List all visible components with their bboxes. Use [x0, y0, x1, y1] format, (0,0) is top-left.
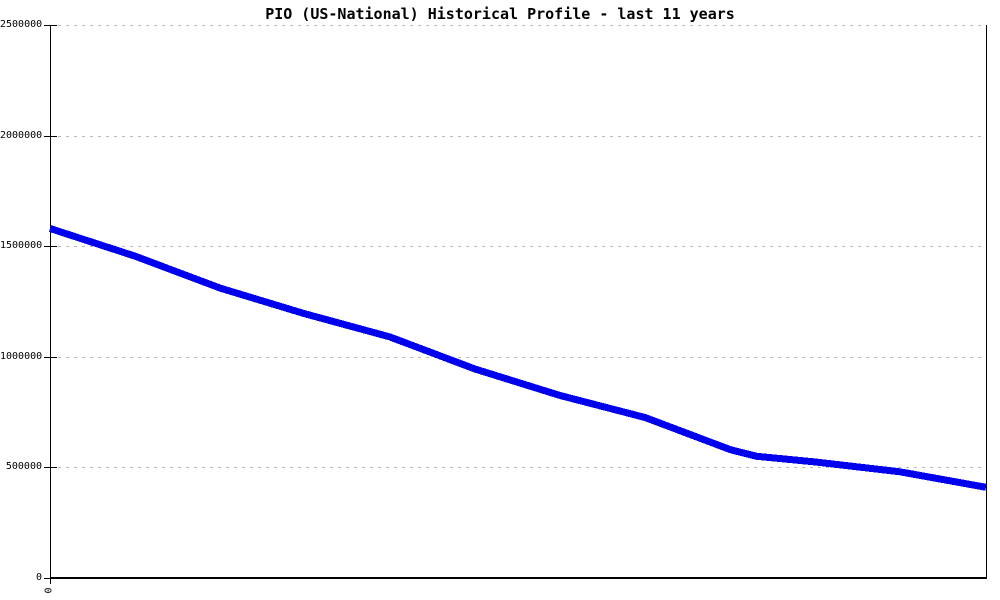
gridline-1000000	[50, 357, 986, 358]
y-axis-tick-label: 1500000	[0, 240, 43, 251]
y-axis-line	[50, 25, 51, 578]
x-axis-line	[50, 577, 987, 579]
plot-right-border	[986, 25, 987, 578]
chart-title: PIO (US-National) Historical Profile - l…	[265, 5, 735, 23]
y-axis-tick-label: 2000000	[0, 130, 43, 141]
x-axis-tick-mark	[50, 579, 51, 584]
pio-series-line	[48, 225, 987, 491]
gridline-2000000	[50, 136, 986, 137]
y-axis-tick-label: 500000	[5, 461, 42, 472]
gridline-2500000	[50, 25, 986, 26]
y-axis-tick-label: 2500000	[0, 19, 43, 30]
y-axis-tick-label: 1000000	[0, 351, 43, 362]
gridline-1500000	[50, 246, 986, 247]
y-axis-tick-label: 0	[35, 572, 42, 583]
gridline-500000	[50, 467, 986, 468]
